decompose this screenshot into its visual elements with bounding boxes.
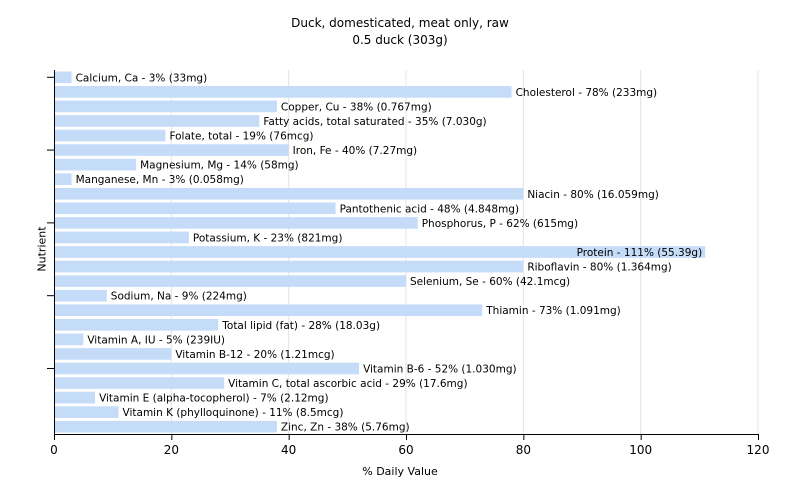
bar-label-16: Thiamin - 73% (1.091mg) — [485, 305, 621, 317]
x-axis-title: % Daily Value — [362, 465, 438, 478]
bar-label-11: Potassium, K - 23% (821mg) — [193, 232, 343, 244]
x-tick-label-40: 40 — [281, 443, 296, 457]
bar-label-14: Selenium, Se - 60% (42.1mcg) — [410, 276, 570, 288]
bar-label-1: Cholesterol - 78% (233mg) — [516, 87, 658, 99]
bar-label-5: Iron, Fe - 40% (7.27mg) — [293, 145, 417, 157]
bar-layer — [55, 71, 706, 433]
bar-label-3: Fatty acids, total saturated - 35% (7.03… — [263, 116, 486, 128]
x-tick-label-80: 80 — [516, 443, 531, 457]
bar-label-12: Protein - 111% (55.39g) — [577, 247, 703, 259]
bar-15 — [55, 289, 107, 302]
bar-5 — [55, 144, 289, 156]
bar-label-24: Zinc, Zn - 38% (5.76mg) — [281, 422, 410, 434]
bar-20 — [55, 362, 360, 375]
x-tick-label-20: 20 — [164, 443, 179, 457]
bar-label-23: Vitamin K (phylloquinone) - 11% (8.5mcg) — [123, 407, 344, 419]
x-tick-label-0: 0 — [50, 443, 58, 457]
bar-label-2: Copper, Cu - 38% (0.767mg) — [281, 101, 432, 113]
bar-label-9: Pantothenic acid - 48% (4.848mg) — [340, 203, 519, 215]
x-tick-label-120: 120 — [747, 443, 770, 457]
bar-1 — [55, 86, 512, 98]
bar-0 — [55, 71, 72, 84]
bar-label-8: Niacin - 80% (16.059mg) — [527, 189, 659, 201]
bar-label-13: Riboflavin - 80% (1.364mg) — [527, 262, 671, 274]
bar-23 — [55, 406, 119, 418]
axis-layer: 0 20 40 60 80 100 120 — [47, 70, 769, 457]
bar-24 — [55, 420, 277, 433]
bar-label-layer: Calcium, Ca - 3% (33mg) Cholesterol - 78%… — [76, 72, 703, 433]
bar-label-15: Sodium, Na - 9% (224mg) — [111, 291, 247, 303]
bar-label-21: Vitamin C, total ascorbic acid - 29% (17… — [228, 378, 467, 390]
bar-19 — [55, 348, 172, 360]
bar-label-20: Vitamin B-6 - 52% (1.030mg) — [363, 363, 517, 375]
bar-3 — [55, 115, 260, 127]
bar-label-4: Folate, total - 19% (76mcg) — [169, 131, 313, 143]
bar-21 — [55, 377, 225, 389]
bar-6 — [55, 158, 137, 171]
chart-title: Duck, domesticated, meat only, raw — [291, 16, 509, 30]
bar-label-7: Manganese, Mn - 3% (0.058mg) — [76, 174, 244, 186]
bar-label-18: Vitamin A, IU - 5% (239IU) — [87, 334, 225, 346]
bar-14 — [55, 275, 406, 287]
chart-subtitle: 0.5 duck (303g) — [352, 33, 448, 47]
bar-18 — [55, 333, 84, 346]
bar-label-19: Vitamin B-12 - 20% (1.21mcg) — [175, 349, 334, 361]
bar-label-22: Vitamin E (alpha-tocopherol) - 7% (2.12m… — [99, 393, 328, 405]
bar-13 — [55, 260, 524, 273]
x-tick-label-60: 60 — [398, 443, 413, 457]
bar-8 — [55, 187, 524, 200]
bar-12 — [55, 246, 706, 258]
bar-17 — [55, 318, 219, 331]
bar-2 — [55, 100, 277, 113]
bar-7 — [55, 173, 72, 186]
bar-10 — [55, 217, 418, 229]
bar-16 — [55, 304, 483, 317]
bar-22 — [55, 391, 96, 404]
bar-9 — [55, 202, 336, 215]
bar-4 — [55, 129, 166, 142]
bar-label-10: Phosphorus, P - 62% (615mg) — [422, 218, 578, 230]
x-tick-label-100: 100 — [629, 443, 652, 457]
bar-label-6: Magnesium, Mg - 14% (58mg) — [140, 160, 299, 172]
bar-label-0: Calcium, Ca - 3% (33mg) — [76, 72, 208, 84]
bar-11 — [55, 231, 189, 244]
bar-label-17: Total lipid (fat) - 28% (18.03g) — [221, 320, 380, 332]
